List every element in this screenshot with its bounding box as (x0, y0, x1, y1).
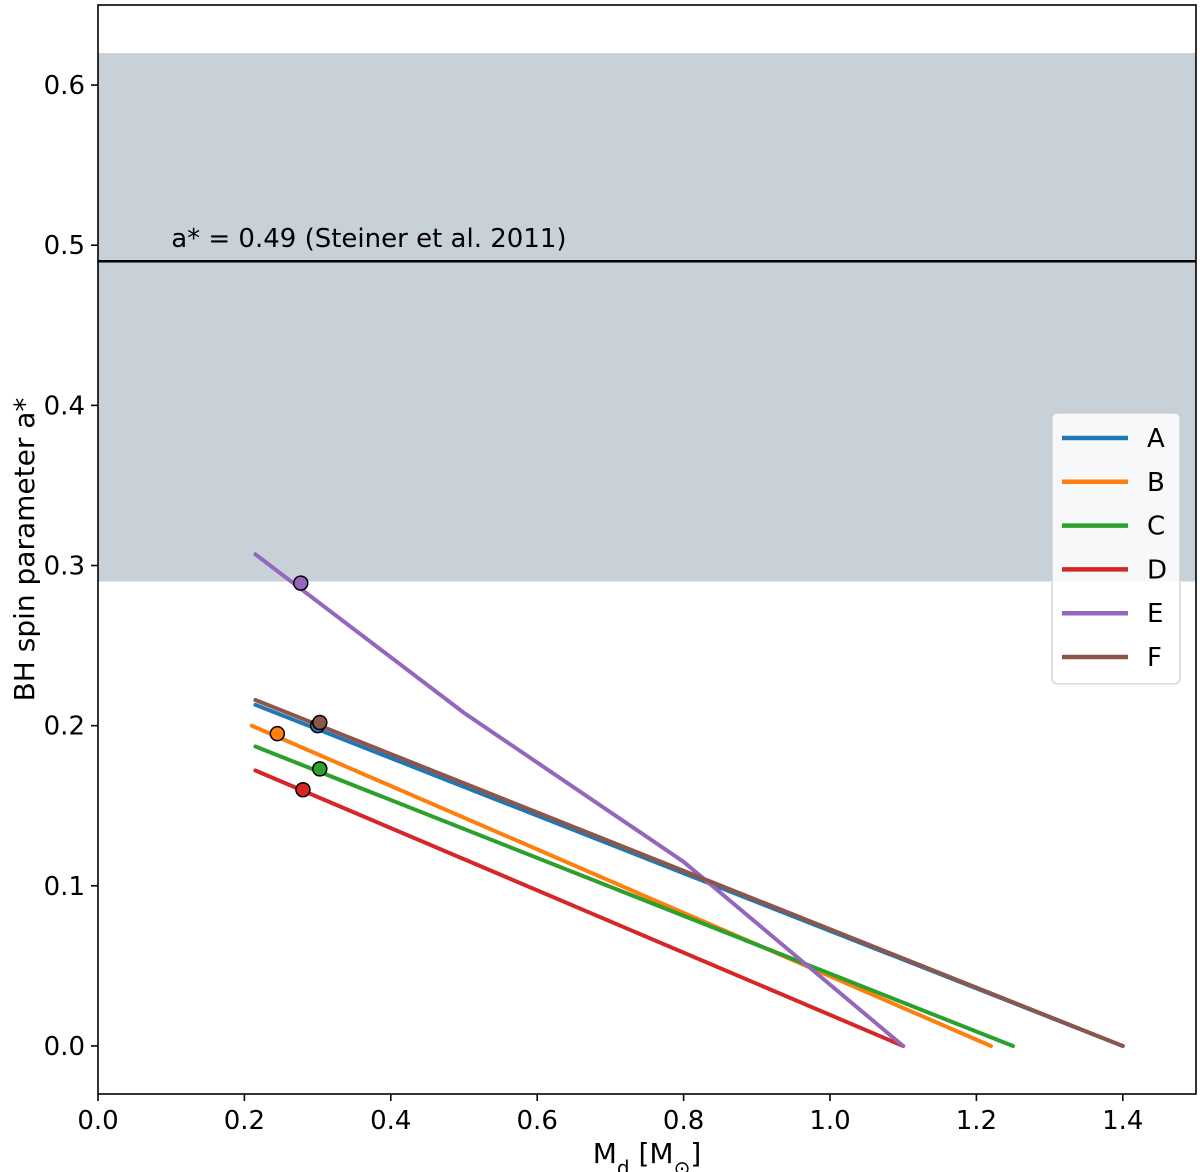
x-tick-label: 1.2 (956, 1106, 997, 1136)
x-axis-label-unit-sub: ⊙ (674, 1156, 691, 1172)
series-line-F (253, 698, 1125, 1048)
x-tick-label: 0.2 (224, 1106, 265, 1136)
series-line-D (253, 768, 906, 1048)
legend-label-B: B (1147, 468, 1165, 498)
y-tick-label: 0.1 (44, 872, 85, 902)
y-axis-label: BH spin parameter a* (8, 398, 41, 702)
reference-line-label: a* = 0.49 (Steiner et al. 2011) (171, 224, 566, 254)
shaded-band (98, 53, 1196, 582)
x-tick-label: 1.4 (1102, 1106, 1143, 1136)
legend-label-C: C (1147, 512, 1165, 542)
y-tick-label: 0.2 (44, 712, 85, 742)
series-line-C (253, 744, 1015, 1048)
x-axis-label: Md [M⊙] (593, 1137, 702, 1172)
series-marker-C (312, 761, 328, 777)
series-marker-D (295, 781, 311, 798)
y-tick-label: 0.3 (44, 552, 85, 582)
legend-label-F: F (1147, 643, 1162, 673)
plot-area (98, 53, 1196, 1048)
y-tick-label: 0.5 (44, 231, 85, 261)
legend-label-A: A (1147, 424, 1165, 454)
axes: 0.0 0.2 0.4 0.6 0.8 1.0 1.2 1.4 0.0 0.1 0.2 0.3 0.4 0… (44, 4, 1197, 1136)
x-axis-label-unit-open: [M (630, 1137, 674, 1170)
y-tick-label: 0.4 (44, 391, 85, 421)
series-marker-F (312, 714, 328, 731)
x-tick-label: 0.0 (77, 1106, 118, 1136)
x-tick-label: 1.0 (809, 1106, 850, 1136)
x-axis-label-unit-close: ] (690, 1137, 701, 1170)
legend-label-D: D (1147, 555, 1167, 585)
x-axis-label-sub: d (617, 1156, 630, 1172)
x-tick-label: 0.4 (370, 1106, 411, 1136)
y-tick-label: 0.0 (44, 1032, 85, 1062)
x-tick-label: 0.8 (663, 1106, 704, 1136)
x-tick-label: 0.6 (517, 1106, 558, 1136)
series-line-E (253, 552, 906, 1048)
series-line-B (249, 723, 993, 1048)
legend-label-E: E (1147, 599, 1163, 629)
x-axis-label-main: M (593, 1137, 617, 1170)
series-marker-B (269, 725, 286, 742)
y-tick-label: 0.6 (44, 71, 85, 101)
series-marker-E (293, 575, 309, 591)
axes-frame (97, 4, 1197, 1095)
